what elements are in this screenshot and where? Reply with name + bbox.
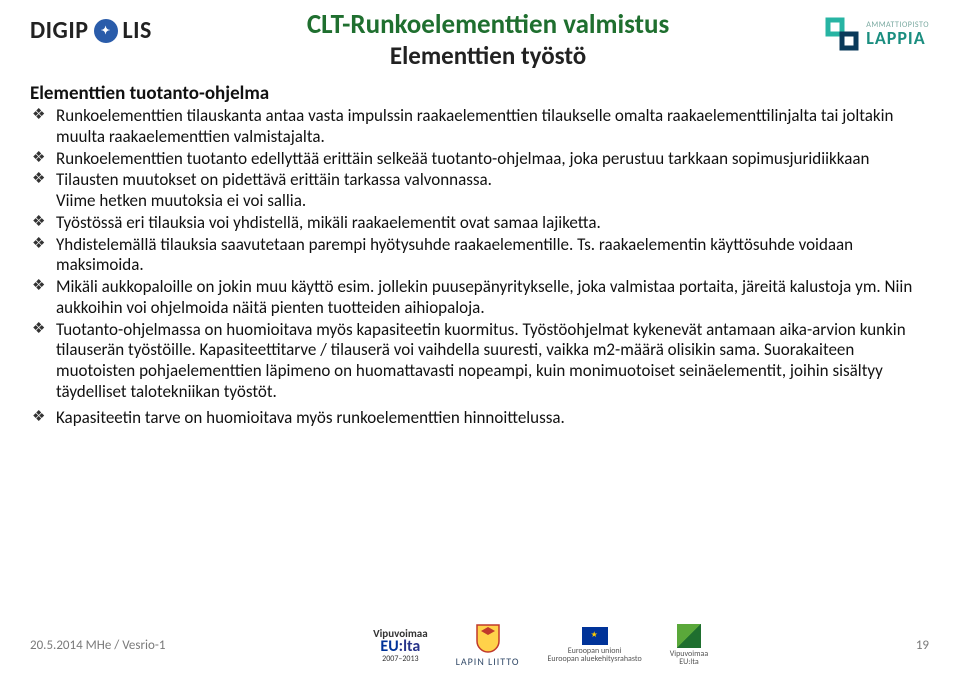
footer: 20.5.2014 MHe / Vesrio-1 Vipuvoimaa EU:l… <box>30 619 929 671</box>
list-item: Runkoelementtien tuotanto edellyttää eri… <box>30 149 929 170</box>
title-block: CLT-Runkoelementtien valmistus Elementti… <box>152 8 824 71</box>
header: DIGIP ✦ LIS CLT-Runkoelementtien valmist… <box>30 10 929 80</box>
vip-years: 2007–2013 <box>382 655 418 663</box>
digipolis-text-2: LIS <box>123 16 152 45</box>
bullet-text: Yhdistelemällä tilauksia saavutetaan par… <box>56 234 853 276</box>
digipolis-logo: DIGIP ✦ LIS <box>30 16 152 45</box>
bullet-list: Runkoelementtien tilauskanta antaa vasta… <box>30 106 929 429</box>
list-item: Tuotanto-ohjelmassa on huomioitava myös … <box>30 320 929 403</box>
lappia-logo: AMMATTIOPISTO LAPPIA <box>824 16 929 52</box>
vipu-line2: EU:lta <box>679 658 698 666</box>
bullet-text: Mikäli aukkopaloille on jokin muu käyttö… <box>56 276 912 318</box>
lappia-icon <box>824 16 860 52</box>
vip-eu: EU:lta <box>380 639 420 655</box>
body: Elementtien tuotanto-ohjelma Runkoelemen… <box>30 82 929 429</box>
vipuvoimaa-square-logo: Vipuvoimaa EU:lta <box>670 624 708 666</box>
sub-title: Elementtien työstö <box>152 40 824 71</box>
lappia-big: LAPPIA <box>866 29 929 47</box>
bullet-text: Kapasiteetin tarve on huomioitava myös r… <box>56 407 565 428</box>
bullet-text: Tilausten muutokset on pidettävä erittäi… <box>56 169 492 211</box>
list-item: Mikäli aukkopaloille on jokin muu käyttö… <box>30 277 929 318</box>
slide: DIGIP ✦ LIS CLT-Runkoelementtien valmist… <box>0 0 959 681</box>
list-item: Yhdistelemällä tilauksia saavutetaan par… <box>30 235 929 276</box>
footer-date: 20.5.2014 MHe / Vesrio-1 <box>30 638 165 653</box>
eu-logo: Euroopan unioni Euroopan aluekehitysraha… <box>548 627 642 663</box>
eu-line2: Euroopan aluekehitysrahasto <box>548 655 642 663</box>
lapin-liitto-logo: LAPIN LIITTO <box>456 623 520 668</box>
list-item: Runkoelementtien tilauskanta antaa vasta… <box>30 106 929 147</box>
page-number: 19 <box>916 638 929 653</box>
list-item: Työstössä eri tilauksia voi yhdistellä, … <box>30 213 929 234</box>
crest-icon <box>475 623 501 653</box>
lappia-text: AMMATTIOPISTO LAPPIA <box>866 21 929 47</box>
list-item: Tilausten muutokset on pidettävä erittäi… <box>30 170 929 211</box>
leverage-icon <box>677 624 701 648</box>
bullet-text: Työstössä eri tilauksia voi yhdistellä, … <box>56 212 601 233</box>
digipolis-text-1: DIGIP <box>30 16 89 45</box>
main-title: CLT-Runkoelementtien valmistus <box>152 8 824 41</box>
lead-heading: Elementtien tuotanto-ohjelma <box>30 82 929 105</box>
bullet-text: Runkoelementtien tuotanto edellyttää eri… <box>56 148 869 169</box>
vipuvoimaa-logo: Vipuvoimaa EU:lta 2007–2013 <box>373 628 428 663</box>
eu-flag-icon <box>582 627 608 645</box>
globe-icon: ✦ <box>94 19 118 43</box>
footer-logos: Vipuvoimaa EU:lta 2007–2013 LAPIN LIITTO… <box>373 623 708 668</box>
lapin-text: LAPIN LIITTO <box>456 655 520 668</box>
list-item: Kapasiteetin tarve on huomioitava myös r… <box>30 408 929 429</box>
bullet-text: Tuotanto-ohjelmassa on huomioitava myös … <box>56 319 906 402</box>
bullet-text: Runkoelementtien tilauskanta antaa vasta… <box>56 105 893 147</box>
